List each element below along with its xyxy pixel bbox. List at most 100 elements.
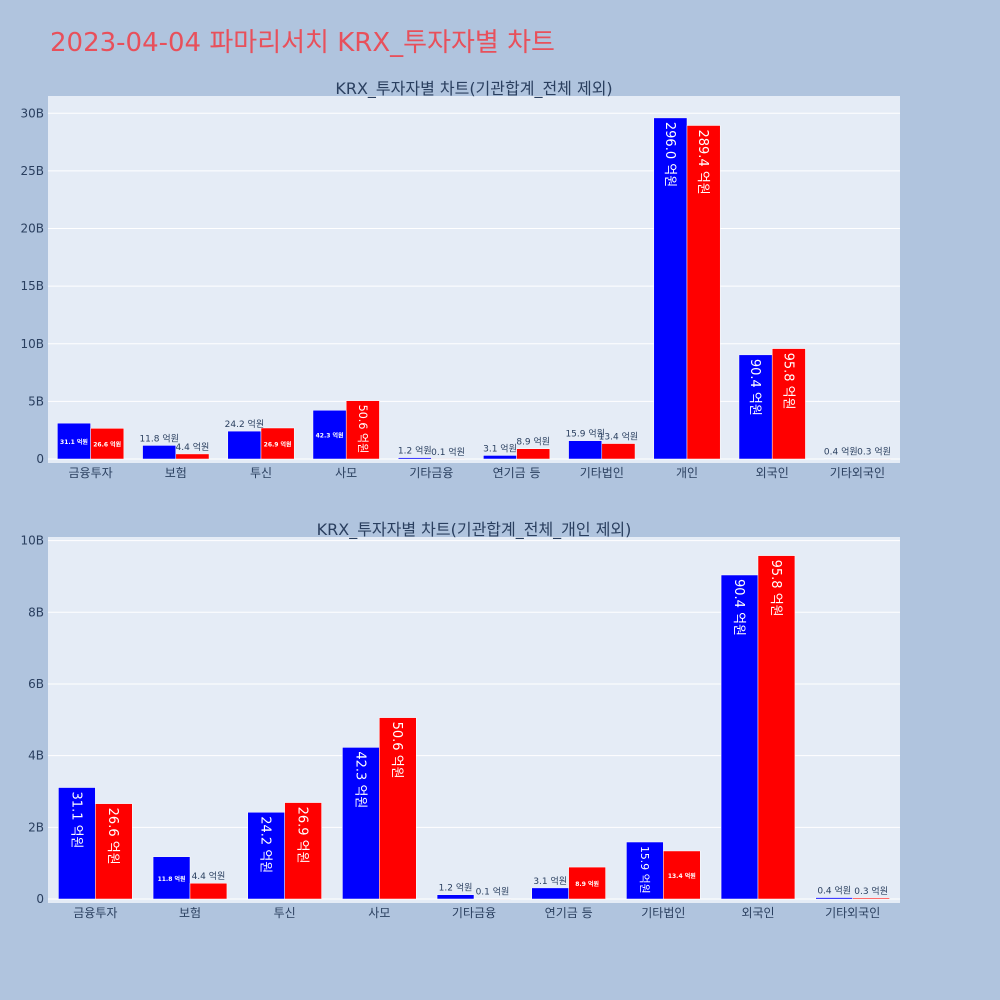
bar-buy bbox=[152, 856, 191, 900]
data-label: 90.4 억원 bbox=[731, 579, 746, 636]
x-tick-label: 금융투자 bbox=[69, 466, 113, 480]
bar-sell bbox=[95, 803, 133, 900]
data-label: 24.2 억원 bbox=[258, 816, 273, 873]
x-tick-label: 기타외국인 bbox=[825, 906, 880, 920]
x-tick-label: 외국인 bbox=[756, 466, 789, 480]
page-title: 2023-04-04 파마리서치 KRX_투자자별 차트 bbox=[50, 28, 555, 58]
bar-buy bbox=[142, 445, 177, 460]
data-label: 289.4 억원 bbox=[695, 130, 710, 195]
x-tick-label: 보험 bbox=[165, 466, 187, 480]
data-label: 26.6 억원 bbox=[105, 808, 120, 865]
bar-sell bbox=[757, 555, 796, 900]
bar-sell bbox=[431, 458, 465, 460]
data-label: 11.8 억원 bbox=[139, 432, 178, 444]
y-tick-label: 8B bbox=[28, 605, 44, 619]
x-tick-label: 연기금 등 bbox=[493, 466, 541, 480]
data-label: 0.1 억원 bbox=[431, 446, 465, 458]
data-label: 13.4 억원 bbox=[599, 431, 638, 443]
data-label: 3.1 억원 bbox=[483, 442, 517, 454]
bar-sell bbox=[379, 717, 417, 900]
chart-title: KRX_투자자별 차트(기관합계_전체 제외) bbox=[335, 79, 612, 99]
bar-buy bbox=[247, 812, 285, 900]
x-tick-label: 외국인 bbox=[741, 906, 774, 920]
x-tick-label: 금융투자 bbox=[73, 906, 117, 920]
chart-top-investor-bars: 0 5B 10B 15B 20B 25B 30B KRX_투자자별 차트(기관합계_전체 제외… bbox=[20, 79, 900, 480]
x-tick-label: 개인 bbox=[676, 466, 698, 480]
y-tick-label: 20B bbox=[20, 222, 44, 236]
bar-sell bbox=[90, 428, 125, 460]
bar-sell bbox=[175, 453, 210, 460]
data-label: 11.8 억원 bbox=[158, 875, 186, 883]
data-label: 31.1 억원 bbox=[68, 792, 83, 849]
data-label: 24.2 억원 bbox=[225, 418, 264, 430]
bar-buy bbox=[626, 841, 664, 900]
data-label: 13.4 억원 bbox=[668, 872, 696, 880]
bar-sell bbox=[771, 348, 806, 460]
x-tick-label: 사모 bbox=[368, 906, 390, 920]
x-tick-label: 투신 bbox=[250, 466, 272, 480]
bar-sell bbox=[568, 866, 606, 900]
data-label: 4.4 억원 bbox=[176, 441, 210, 453]
x-tick-label: 기타금융 bbox=[409, 466, 453, 480]
bar-buy bbox=[397, 457, 432, 460]
data-label: 95.8 억원 bbox=[780, 353, 795, 410]
y-tick-label: 30B bbox=[20, 106, 44, 120]
bar-sell bbox=[686, 125, 721, 460]
chart-title: KRX_투자자별 차트(기관합계_전체_개인 제외) bbox=[317, 520, 632, 540]
data-label: 31.1 억원 bbox=[60, 438, 88, 446]
bar-buy bbox=[57, 422, 91, 460]
bar-sell bbox=[284, 802, 322, 900]
x-tick-label: 연기금 등 bbox=[545, 906, 593, 920]
bar-buy bbox=[531, 887, 569, 900]
bar-sell bbox=[857, 458, 891, 460]
x-tick-label: 기타금융 bbox=[452, 906, 496, 920]
y-tick-label: 0 bbox=[36, 892, 44, 906]
bar-buy bbox=[738, 354, 773, 460]
data-label: 0.3 억원 bbox=[857, 446, 891, 458]
data-label: 8.9 억원 bbox=[575, 880, 599, 888]
data-label: 15.9 억원 bbox=[565, 428, 604, 440]
data-label: 296.0 억원 bbox=[662, 122, 677, 187]
x-tick-label: 보험 bbox=[179, 906, 201, 920]
data-label: 8.9 억원 bbox=[516, 436, 550, 448]
y-tick-label: 6B bbox=[28, 677, 44, 691]
data-label: 26.9 억원 bbox=[295, 807, 310, 864]
data-label: 50.6 억원 bbox=[356, 405, 369, 454]
bar-buy bbox=[342, 747, 380, 900]
data-label: 4.4 억원 bbox=[192, 870, 226, 882]
x-tick-label: 기타법인 bbox=[580, 466, 624, 480]
data-label: 15.9 억원 bbox=[638, 846, 651, 894]
y-tick-label: 10B bbox=[20, 534, 44, 548]
bar-buy bbox=[720, 574, 759, 900]
data-label: 26.6 억원 bbox=[93, 441, 121, 449]
data-label: 90.4 억원 bbox=[747, 359, 762, 416]
y-tick-label: 5B bbox=[28, 394, 44, 408]
bar-sell bbox=[601, 443, 636, 460]
data-label: 50.6 억원 bbox=[389, 722, 404, 779]
x-tick-label: 투신 bbox=[274, 906, 296, 920]
x-tick-label: 기타외국인 bbox=[830, 466, 885, 480]
bar-buy bbox=[436, 894, 475, 900]
y-tick-label: 4B bbox=[28, 749, 44, 763]
data-label: 0.1 억원 bbox=[476, 886, 510, 898]
data-label: 95.8 억원 bbox=[768, 560, 783, 617]
data-label: 0.4 억원 bbox=[824, 446, 858, 458]
data-label: 0.3 억원 bbox=[854, 885, 888, 897]
bar-sell bbox=[663, 850, 701, 900]
bar-sell bbox=[260, 427, 295, 460]
y-tick-label: 2B bbox=[28, 820, 44, 834]
bar-buy bbox=[312, 410, 347, 460]
data-label: 1.2 억원 bbox=[439, 882, 473, 894]
bar-buy bbox=[227, 430, 262, 460]
bar-sell bbox=[473, 898, 512, 900]
bar-sell bbox=[189, 882, 228, 900]
bar-buy bbox=[58, 787, 96, 900]
y-tick-label: 0 bbox=[36, 452, 44, 466]
bar-sell bbox=[516, 448, 551, 460]
x-tick-label: 기타법인 bbox=[641, 906, 685, 920]
bar-sell bbox=[852, 897, 890, 900]
data-label: 42.3 억원 bbox=[316, 432, 344, 440]
x-tick-label: 사모 bbox=[335, 466, 357, 480]
data-label: 0.4 억원 bbox=[817, 885, 851, 897]
